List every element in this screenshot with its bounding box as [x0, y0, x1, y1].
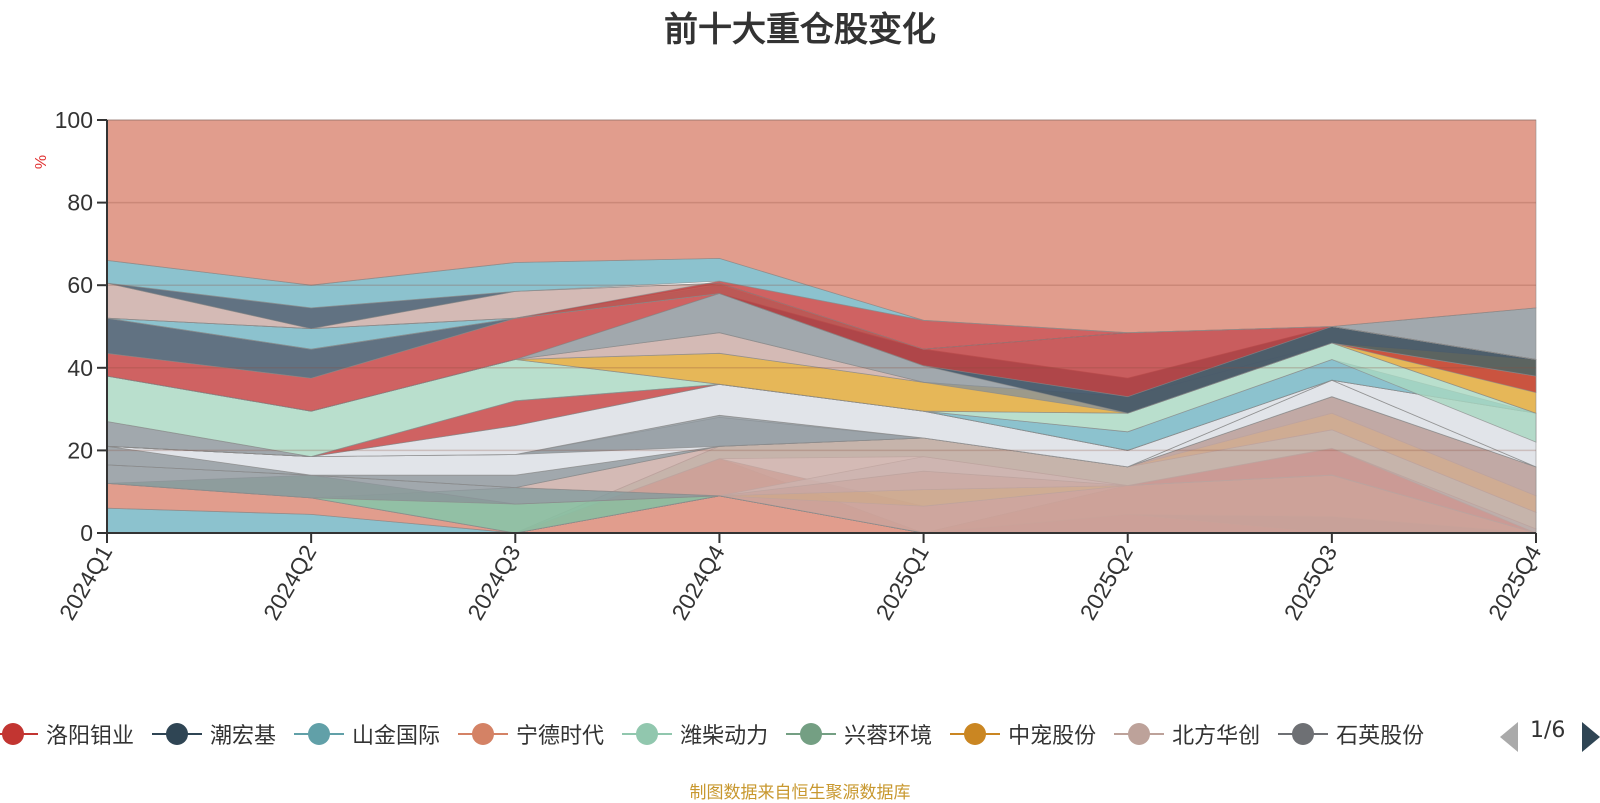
y-tick-label: 40 — [67, 355, 93, 381]
legend-item[interactable]: 潍柴动力 — [622, 718, 768, 750]
legend-marker-icon — [294, 722, 345, 746]
legend-label: 石英股份 — [1336, 724, 1425, 749]
legend-item[interactable]: 山金国际 — [294, 718, 440, 750]
area-bands — [106, 119, 1537, 534]
legend-marker-icon — [1278, 722, 1329, 746]
area-band-42 — [106, 119, 1537, 334]
legend-marker-icon — [0, 722, 38, 746]
legend-label: 北方华创 — [1172, 724, 1261, 749]
legend-item[interactable]: 中宠股份 — [950, 718, 1096, 750]
legend-item[interactable]: 宁德时代 — [458, 718, 604, 750]
legend-marker-icon — [458, 722, 509, 746]
y-tick-label: 60 — [67, 272, 93, 298]
legend-label: 潍柴动力 — [680, 724, 769, 749]
legend-viewport: 洛阳钼业 潮宏基 山金国际 宁德时代 潍柴动力 兴蓉环境 中宠股份 北方华创 石英股份 — [0, 714, 1484, 754]
legend-marker-icon — [152, 722, 203, 746]
x-tick-label: 2025Q4 — [1483, 540, 1547, 624]
legend-items: 洛阳钼业 潮宏基 山金国际 宁德时代 潍柴动力 兴蓉环境 中宠股份 北方华创 石英股份 — [0, 714, 1442, 754]
legend-label: 中宠股份 — [1008, 724, 1097, 749]
source-note: 制图数据来自恒生聚源数据库 — [689, 783, 911, 803]
legend-page-indicator: 1/6 — [1530, 718, 1566, 743]
legend-pager: 1/6 — [1500, 714, 1600, 754]
y-tick-label: 100 — [55, 107, 93, 133]
legend-marker-icon — [1114, 722, 1165, 746]
y-tick-label: 20 — [67, 437, 93, 463]
grid-lines — [107, 119, 1536, 452]
legend-item[interactable]: 洛阳钼业 — [0, 718, 134, 750]
legend-marker-icon — [622, 722, 673, 746]
area-band-40 — [106, 282, 1537, 360]
y-tick-label: 80 — [67, 190, 93, 216]
legend: 洛阳钼业 潮宏基 山金国际 宁德时代 潍柴动力 兴蓉环境 中宠股份 北方华创 石英股份 1/6 — [0, 714, 1600, 754]
legend-next-icon[interactable] — [1582, 722, 1600, 752]
y-axis-unit: % — [33, 155, 50, 169]
chart-title: 前十大重仓股变化 — [664, 10, 936, 50]
legend-marker-icon — [786, 722, 837, 746]
legend-item[interactable]: 北方华创 — [1114, 718, 1260, 750]
x-tick-label: 2024Q3 — [462, 541, 525, 625]
x-tick-label: 2024Q4 — [666, 540, 730, 624]
legend-label: 宁德时代 — [516, 724, 605, 749]
legend-prev-icon[interactable] — [1500, 722, 1518, 752]
legend-item[interactable]: 石英股份 — [1278, 718, 1424, 750]
legend-marker-icon — [950, 722, 1001, 746]
legend-label: 兴蓉环境 — [844, 724, 933, 749]
y-tick-label: 0 — [80, 520, 93, 546]
legend-item[interactable]: 潮宏基 — [152, 718, 276, 750]
legend-label: 潮宏基 — [210, 724, 277, 749]
legend-label: 山金国际 — [352, 724, 441, 749]
x-tick-label: 2025Q3 — [1279, 541, 1342, 625]
legend-label: 洛阳钼业 — [46, 724, 135, 749]
x-tick-label: 2025Q1 — [870, 541, 933, 625]
x-tick-label: 2024Q1 — [54, 541, 117, 625]
legend-item[interactable]: 兴蓉环境 — [786, 718, 932, 750]
x-tick-label: 2025Q2 — [1075, 541, 1138, 625]
x-tick-label: 2024Q2 — [258, 541, 321, 625]
